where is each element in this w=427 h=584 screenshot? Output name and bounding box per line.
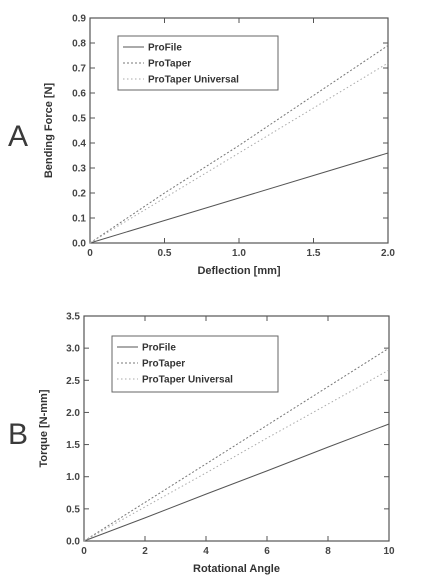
panel-b-ytick-label: 1.5 (66, 440, 80, 451)
panel-b-legend-label: ProFile (142, 343, 176, 354)
panel-a-y-axis-title: Bending Force [N] (43, 83, 55, 179)
panel-b-xtick-label: 2 (142, 546, 148, 557)
panel-b-series-protaper (83, 347, 390, 542)
panel-a-ytick-label: 0.1 (72, 214, 86, 225)
panel-a-xtick-label: 0.5 (158, 248, 172, 259)
panel-b-series-profile (83, 423, 390, 542)
panel-a-ytick-label: 0.7 (72, 64, 86, 75)
panel-a-legend-label: ProFile (148, 43, 182, 54)
panel-a-ytick-label: 0.0 (72, 239, 86, 250)
panel-a-legend-label: ProTaper (148, 59, 191, 70)
panel-b-xtick-label: 4 (203, 546, 209, 557)
panel-a-ytick-label: 0.6 (72, 89, 86, 100)
panel-b-legend-box (111, 335, 279, 393)
panel-a-legend-box (117, 35, 279, 91)
panel-a-chart: A 0.0 0.1 0.2 0.3 0.4 0.5 0.6 0.7 0.8 0.9 0 0.5 1.0 1.… (8, 14, 395, 278)
panel-a-xtick-label: 2.0 (381, 248, 395, 259)
panel-a-ytick-label: 0.3 (72, 164, 86, 175)
panel-a-ytick-label: 0.8 (72, 39, 86, 50)
panel-a-x-axis-title: Deflection [mm] (197, 265, 280, 277)
panel-b-ytick-label: 3.5 (66, 312, 80, 323)
panel-a-xtick-label: 1.5 (307, 248, 321, 259)
panel-a-xtick-label: 1.0 (232, 248, 246, 259)
panel-a-xtick-label: 0 (87, 248, 93, 259)
panel-b-ytick-label: 2.5 (66, 376, 80, 387)
panel-a-series-protaper (89, 45, 389, 244)
panel-b-x-axis-title: Rotational Angle (193, 563, 280, 575)
panel-a-ytick-label: 0.4 (72, 139, 86, 150)
panel-b-ytick-label: 3.0 (66, 344, 80, 355)
panel-b-xtick-label: 0 (81, 546, 87, 557)
panel-b-xtick-label: 10 (383, 546, 395, 557)
panel-b-ytick-label: 2.0 (66, 408, 80, 419)
panel-a-letter: A (8, 120, 28, 153)
panel-b-ytick-label: 1.0 (66, 472, 80, 483)
panel-b-y-axis-title: Torque [N-mm] (38, 389, 50, 467)
panel-b-legend-label: ProTaper (142, 359, 185, 370)
panel-a-ytick-label: 0.2 (72, 189, 86, 200)
panel-a-series-profile (89, 152, 389, 244)
panel-b-ytick-label: 0.0 (66, 537, 80, 548)
panel-b-ytick-label: 0.5 (66, 504, 80, 515)
panel-b-xtick-label: 8 (325, 546, 331, 557)
panel-a-ytick-label: 0.9 (72, 14, 86, 25)
panel-b-xtick-label: 6 (264, 546, 270, 557)
panel-a-ytick-label: 0.5 (72, 114, 86, 125)
panel-b-chart: B 0.0 0.5 1.0 1.5 2.0 2.5 3.0 3.5 0 2 4 6 8 10 Rotation… (8, 312, 395, 576)
panel-a-legend-label: ProTaper Universal (148, 75, 239, 86)
panel-b-legend-label: ProTaper Universal (142, 375, 233, 386)
panel-b-letter: B (8, 418, 28, 451)
